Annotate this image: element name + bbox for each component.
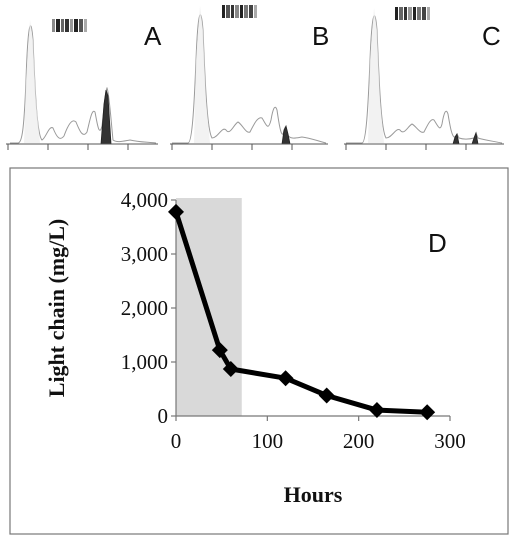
x-tick-label: 100 bbox=[252, 429, 284, 453]
gel-band-strip-b bbox=[222, 5, 257, 18]
data-point-marker bbox=[318, 387, 335, 404]
chart-frame bbox=[9, 167, 509, 535]
y-tick-label: 0 bbox=[158, 404, 169, 428]
monoclonal-peak-a bbox=[100, 89, 112, 145]
electrophoresis-panel-a: A bbox=[6, 19, 162, 150]
x-tick-label: 200 bbox=[343, 429, 375, 453]
y-tick-label: 1,000 bbox=[121, 350, 168, 374]
line-chart-panel-d: 0 100 200 300 0 1,000 2,000 3,000 4,000 Hours L… bbox=[9, 167, 509, 535]
panel-label-c: C bbox=[482, 21, 501, 51]
data-point-marker bbox=[222, 361, 239, 378]
x-axis-title: Hours bbox=[284, 482, 343, 507]
panel-label-b: B bbox=[312, 21, 329, 51]
monoclonal-peak-b bbox=[281, 124, 291, 145]
data-point-marker bbox=[168, 203, 184, 220]
y-tick-label: 4,000 bbox=[121, 188, 168, 212]
gel-band-strip-a bbox=[52, 19, 87, 32]
gel-band-strip-c bbox=[395, 7, 430, 20]
panel-label-d: D bbox=[428, 228, 447, 258]
shaded-region bbox=[176, 198, 242, 416]
densitometry-trace-c bbox=[346, 15, 503, 144]
x-tick-label: 0 bbox=[171, 429, 182, 453]
data-point-marker bbox=[419, 404, 436, 421]
densitometry-trace-a bbox=[10, 25, 157, 144]
data-point-marker bbox=[211, 342, 228, 359]
y-axis-title: Light chain (mg/L) bbox=[44, 219, 69, 397]
electrophoresis-panel-b: B bbox=[170, 5, 329, 150]
x-tick-label: 300 bbox=[434, 429, 466, 453]
y-tick-label: 3,000 bbox=[121, 242, 168, 266]
data-point-marker bbox=[368, 402, 385, 419]
y-tick-label: 2,000 bbox=[121, 296, 168, 320]
data-point-marker bbox=[277, 370, 294, 387]
electrophoresis-panel-c: C bbox=[344, 7, 504, 150]
panel-label-a: A bbox=[144, 21, 162, 51]
